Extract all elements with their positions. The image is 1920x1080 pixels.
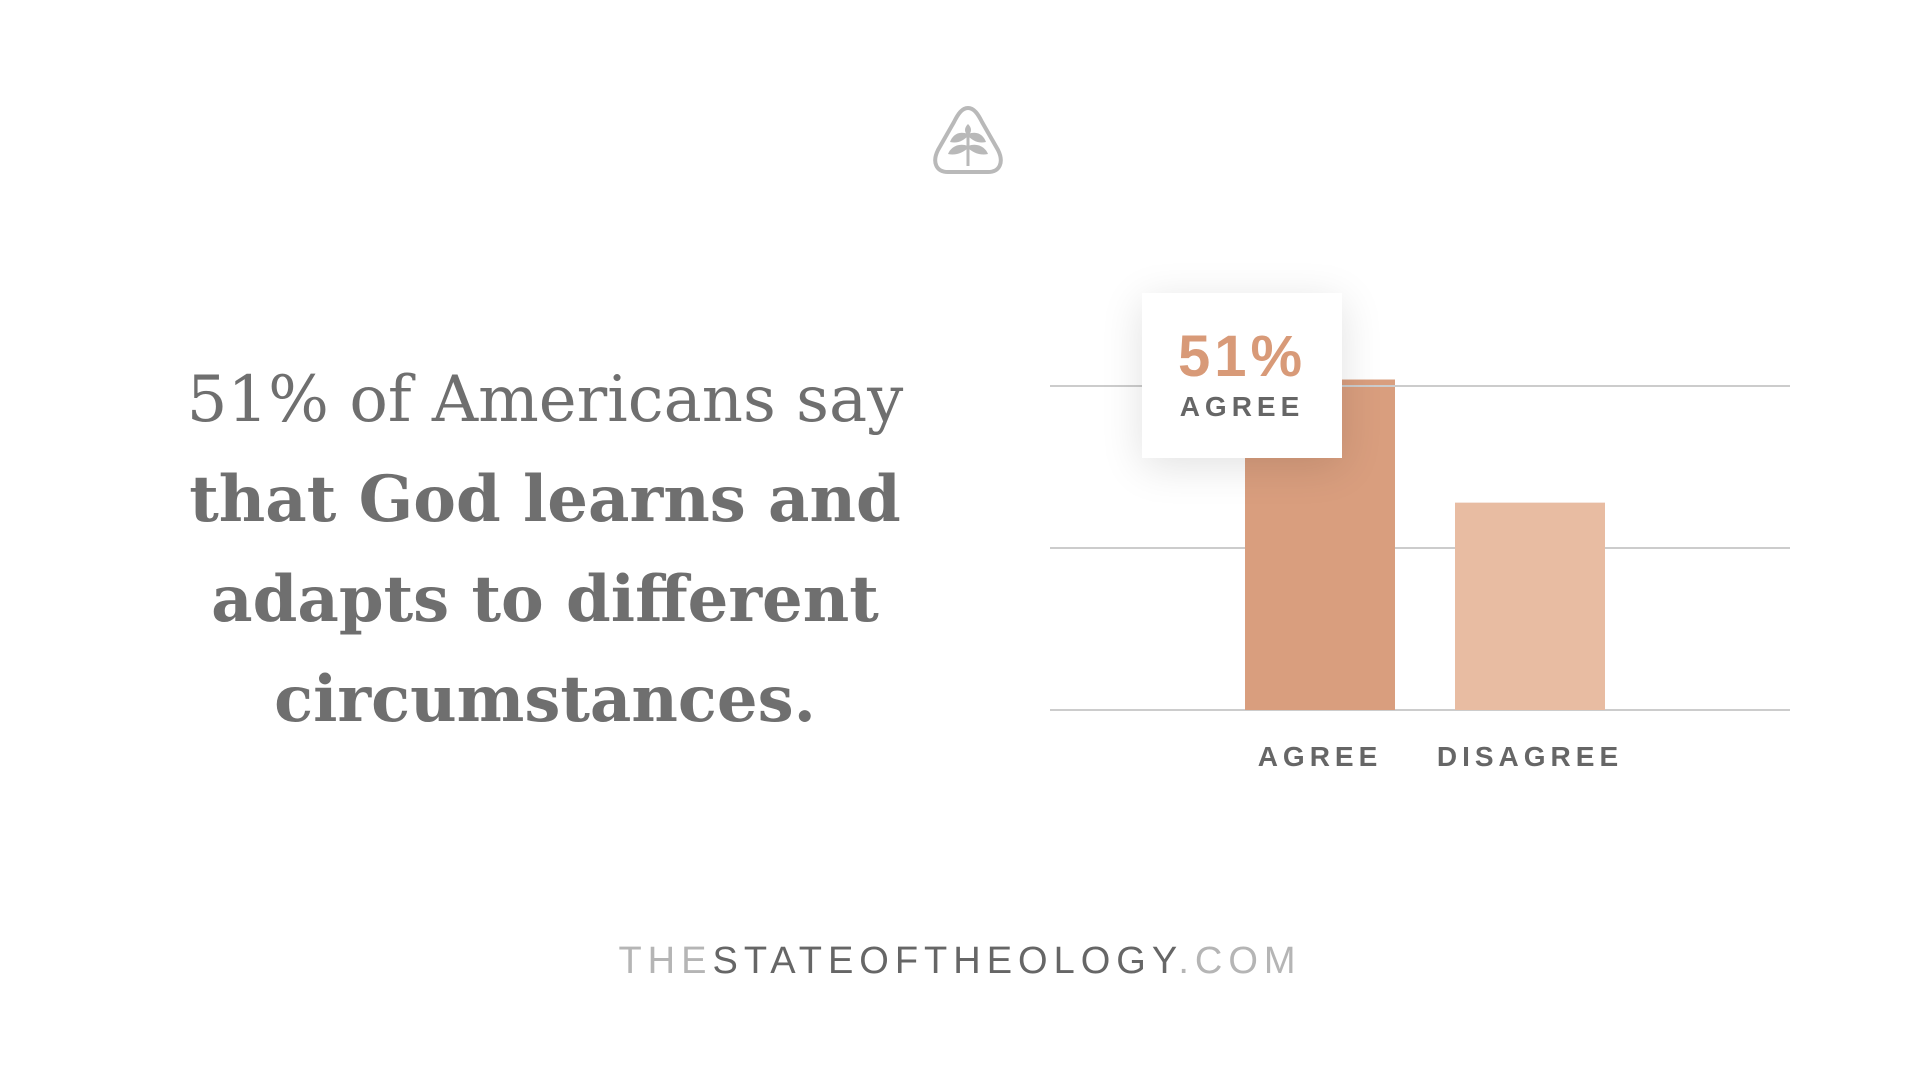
headline: 51% of Americans say that God learns and… [150,350,940,750]
callout-label: AGREE [1179,391,1305,422]
headline-line-4: circumstances. [274,662,816,737]
highlight-callout: 51% AGREE [1142,293,1342,458]
site-url-main: STATEOFTHEOLOGY [712,940,1179,982]
headline-line-3: adapts to different [211,562,879,637]
bar-disagree [1455,502,1605,710]
ligonier-logo-icon [933,105,1003,174]
headline-line-1: 51% of Americans say [186,363,904,437]
site-url-prefix: THE [618,940,713,982]
x-tick-label-disagree: DISAGREE [1437,741,1623,772]
site-url: THESTATEOFTHEOLOGY.COM [0,940,1920,983]
callout-value: 51% [1177,324,1307,389]
x-tick-label-agree: AGREE [1258,741,1383,772]
headline-line-2: that God learns and [189,462,901,537]
site-url-suffix: .COM [1178,940,1302,982]
